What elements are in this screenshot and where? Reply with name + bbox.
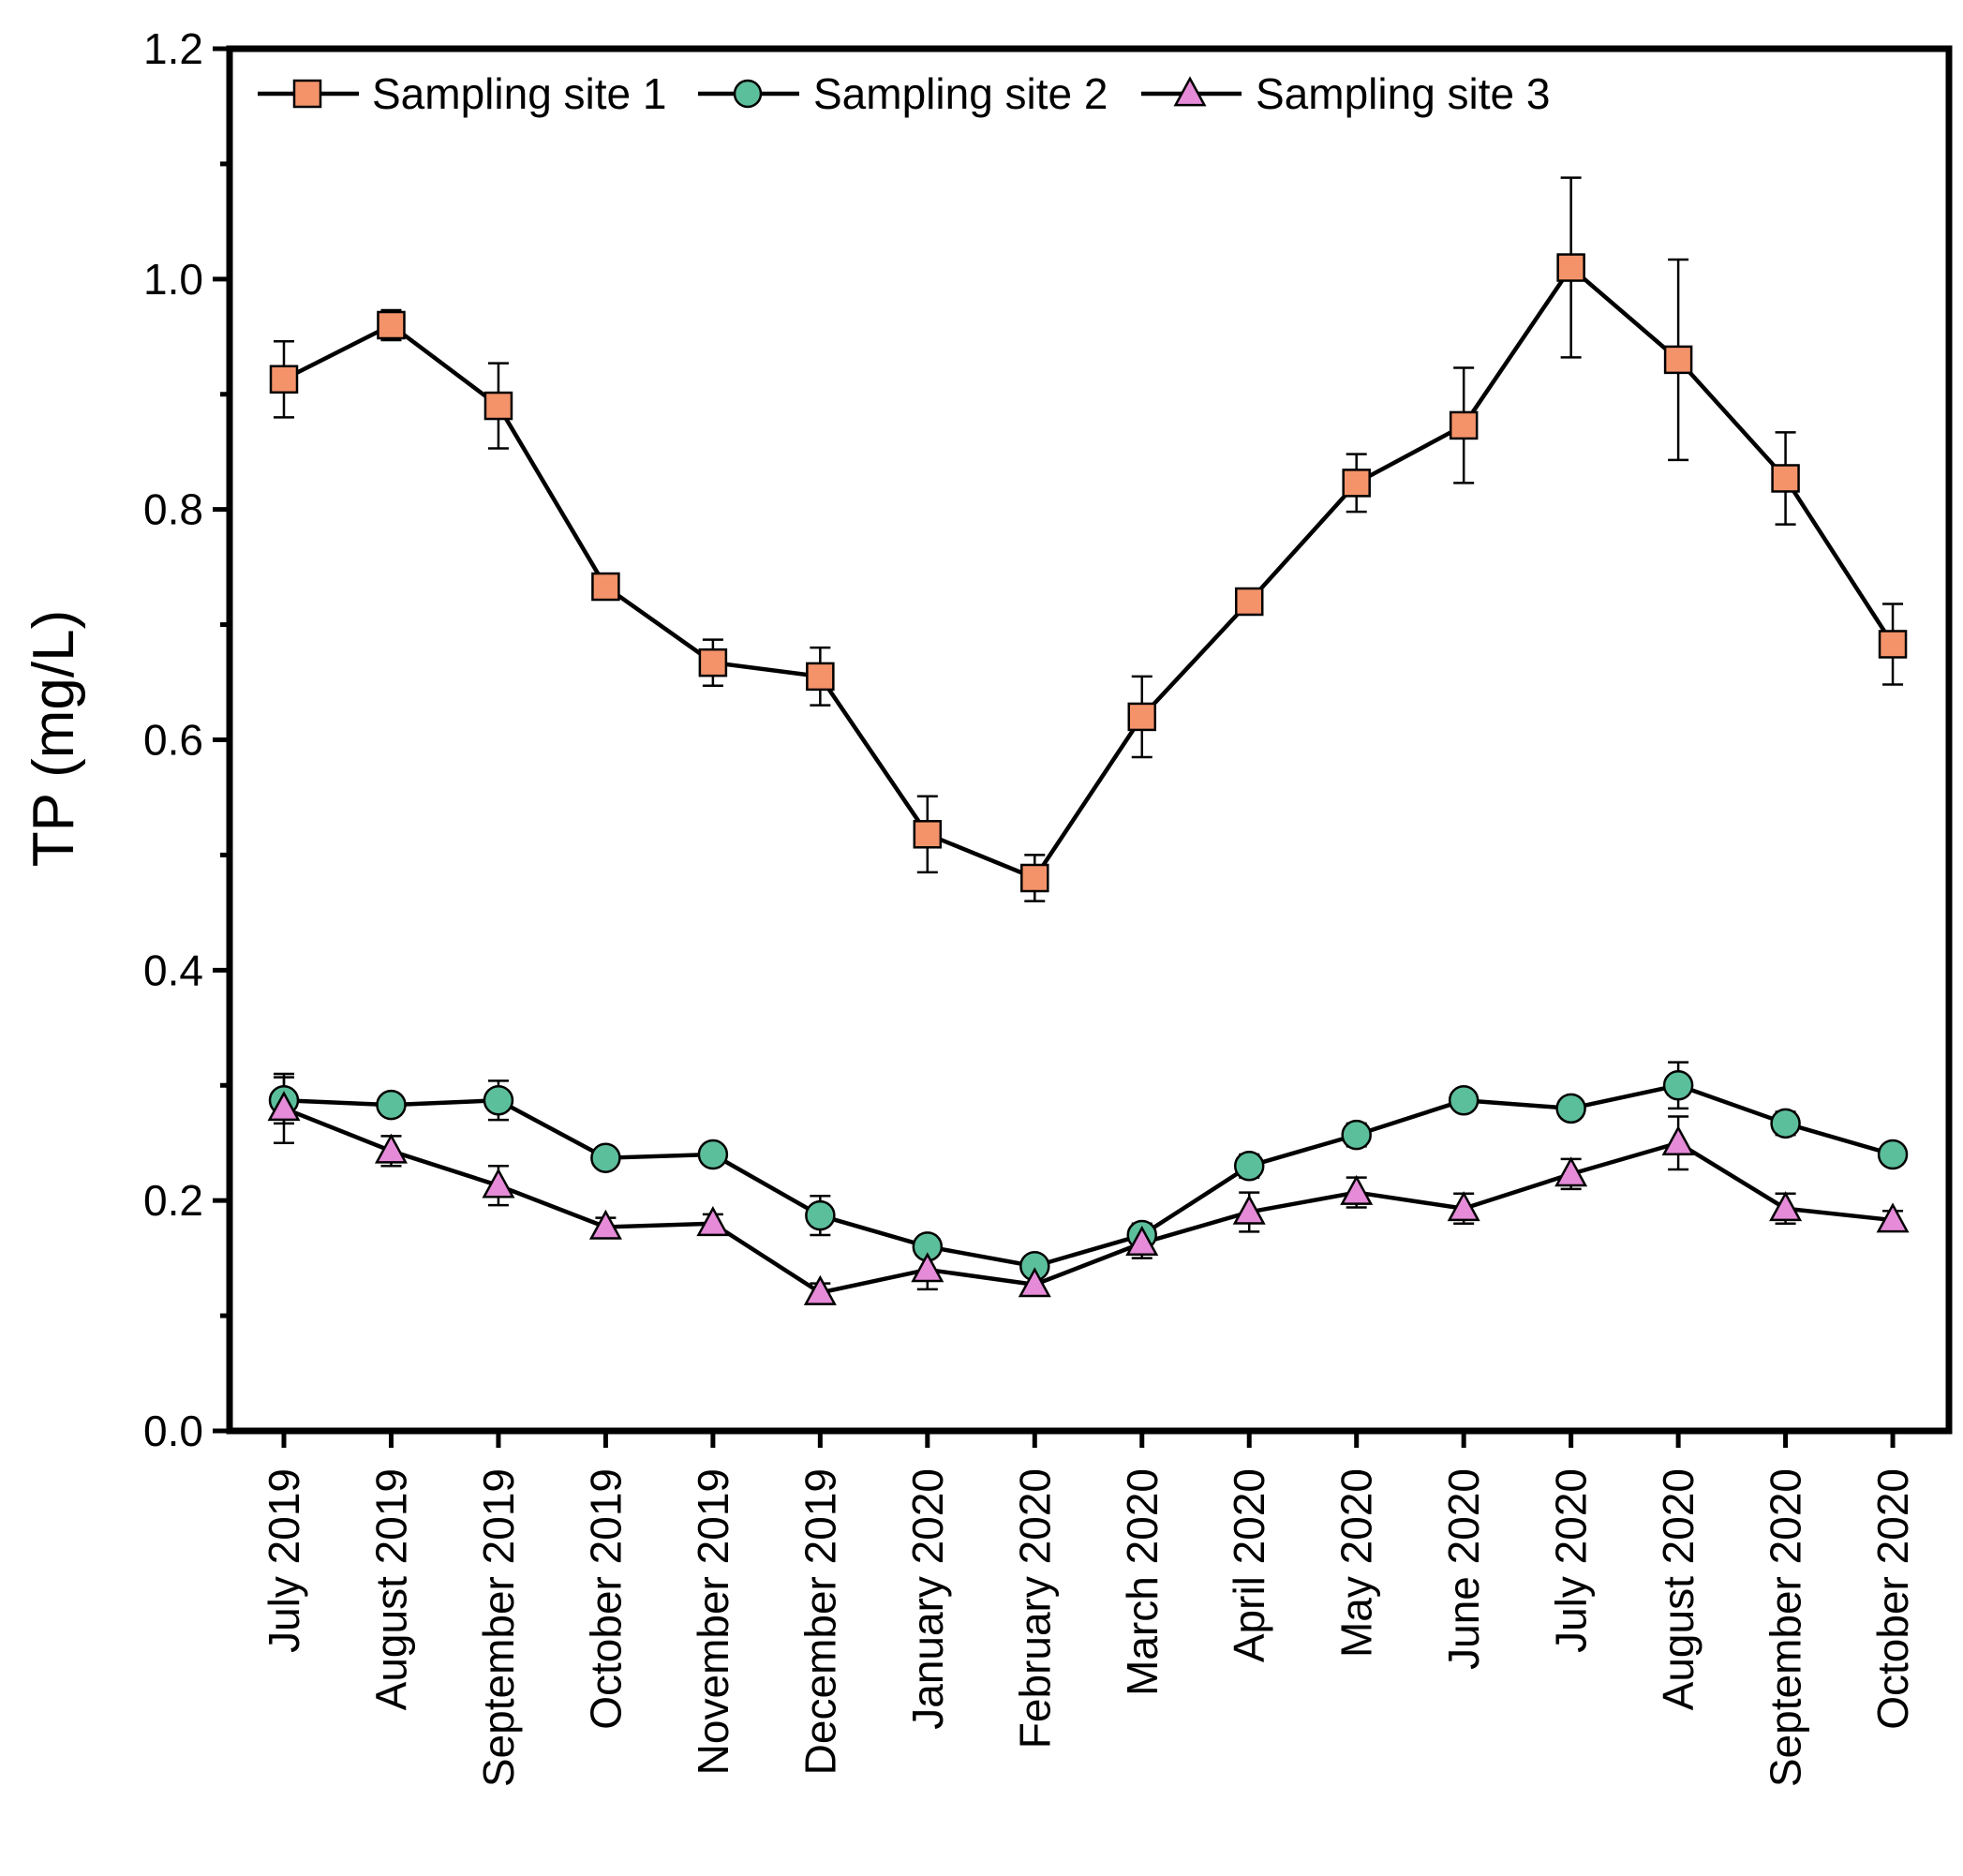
site-3-line bbox=[283, 1106, 1894, 1295]
site-1-point bbox=[806, 662, 835, 692]
legend-marker bbox=[1173, 76, 1207, 107]
site-2-point bbox=[483, 1084, 514, 1116]
site-1-point bbox=[1663, 345, 1693, 375]
site-2-point bbox=[1341, 1119, 1372, 1151]
site-1-line bbox=[282, 265, 1895, 881]
site-3-point bbox=[588, 1209, 622, 1240]
site-3-point bbox=[1769, 1191, 1803, 1222]
legend-label: Sampling site 3 bbox=[1256, 69, 1551, 118]
x-tick-label: January 2020 bbox=[903, 1468, 952, 1730]
legend: Sampling site 1 Sampling site 2 Sampling s… bbox=[258, 69, 1551, 118]
x-tick-label: December 2019 bbox=[796, 1468, 844, 1775]
x-tick-label: April 2020 bbox=[1225, 1468, 1273, 1662]
x-tick-label: September 2019 bbox=[474, 1468, 523, 1787]
axes-layer: 0.0 0.2 0.4 0.6 0.8 1.0 1.2 July 2019 August 201… bbox=[143, 24, 1953, 1787]
data-markers-layer bbox=[267, 253, 1910, 1305]
legend-label: Sampling site 1 bbox=[372, 69, 667, 118]
y-tick-label: 0.4 bbox=[143, 945, 203, 994]
site-3-point bbox=[1340, 1174, 1374, 1205]
y-tick-label: 0.2 bbox=[143, 1176, 203, 1225]
site-3-point bbox=[1125, 1225, 1159, 1256]
y-tick-label: 1.0 bbox=[143, 255, 203, 304]
site-3-point bbox=[1554, 1156, 1588, 1187]
site-1-point bbox=[1878, 630, 1908, 659]
x-tick-label: May 2020 bbox=[1332, 1468, 1381, 1658]
y-tick-label: 1.2 bbox=[143, 24, 203, 73]
site-1-point bbox=[913, 820, 943, 849]
legend-item-site-1: Sampling site 1 bbox=[258, 69, 667, 118]
site-3-point bbox=[482, 1168, 515, 1199]
x-tick-label: March 2020 bbox=[1118, 1468, 1167, 1696]
site-3-point bbox=[1876, 1202, 1910, 1233]
y-tick-label: 0.6 bbox=[143, 716, 203, 765]
plot-frame bbox=[226, 45, 1953, 1435]
site-1-point bbox=[377, 310, 406, 340]
y-tick-label: 0.8 bbox=[143, 485, 203, 534]
x-tick-label: August 2020 bbox=[1654, 1468, 1703, 1710]
x-tick-label: September 2020 bbox=[1762, 1468, 1810, 1787]
site-3-point bbox=[1018, 1267, 1051, 1298]
legend-item-site-3: Sampling site 3 bbox=[1141, 69, 1551, 118]
site-2-point bbox=[1662, 1070, 1694, 1101]
site-2-point bbox=[590, 1142, 621, 1173]
site-1-point bbox=[1020, 863, 1049, 893]
site-1-point bbox=[269, 365, 299, 395]
site-3-point bbox=[1447, 1191, 1480, 1222]
site-1-point bbox=[1449, 410, 1479, 440]
legend-label: Sampling site 2 bbox=[813, 69, 1108, 118]
site-3-point bbox=[696, 1206, 730, 1237]
site-3-point bbox=[911, 1252, 944, 1283]
site-2-point bbox=[805, 1199, 836, 1231]
x-tick-label: October 2020 bbox=[1868, 1468, 1917, 1730]
site-2-point bbox=[1877, 1139, 1909, 1170]
series-lines-layer bbox=[282, 265, 1895, 1295]
site-2-line bbox=[283, 1083, 1894, 1269]
legend-item-site-2: Sampling site 2 bbox=[698, 69, 1108, 118]
site-1-point bbox=[1127, 702, 1157, 732]
site-1-point bbox=[1556, 253, 1585, 282]
site-1-point bbox=[698, 648, 728, 677]
x-tick-label: November 2019 bbox=[689, 1468, 737, 1775]
site-3-point bbox=[1661, 1125, 1695, 1156]
site-3-point bbox=[1232, 1194, 1266, 1225]
x-tick-label: August 2019 bbox=[366, 1468, 415, 1710]
x-tick-label: October 2019 bbox=[581, 1468, 630, 1730]
site-2-point bbox=[1770, 1108, 1801, 1139]
site-3-point bbox=[267, 1091, 301, 1122]
site-2-point bbox=[1233, 1151, 1265, 1182]
site-3-point bbox=[374, 1133, 408, 1164]
x-tick-label: February 2020 bbox=[1010, 1468, 1059, 1749]
x-tick-label: June 2020 bbox=[1439, 1468, 1488, 1670]
x-tick-label: July 2020 bbox=[1547, 1468, 1596, 1653]
site-2-point bbox=[376, 1089, 407, 1121]
legend-marker bbox=[292, 79, 322, 109]
site-2-point bbox=[1555, 1093, 1586, 1124]
x-tick-label: July 2019 bbox=[260, 1468, 308, 1653]
error-bars-layer bbox=[274, 176, 1904, 1303]
site-1-point bbox=[1771, 464, 1800, 493]
site-1-point bbox=[591, 572, 620, 602]
y-tick-label: 0.0 bbox=[143, 1407, 203, 1455]
site-2-point bbox=[1448, 1084, 1480, 1116]
site-1-point bbox=[483, 391, 513, 421]
site-1-point bbox=[1234, 587, 1264, 617]
y-axis-title: TP (mg/L) bbox=[22, 610, 86, 867]
site-2-point bbox=[697, 1139, 729, 1170]
site-1-point bbox=[1342, 469, 1371, 498]
legend-marker bbox=[733, 79, 763, 109]
site-3-point bbox=[803, 1274, 837, 1305]
